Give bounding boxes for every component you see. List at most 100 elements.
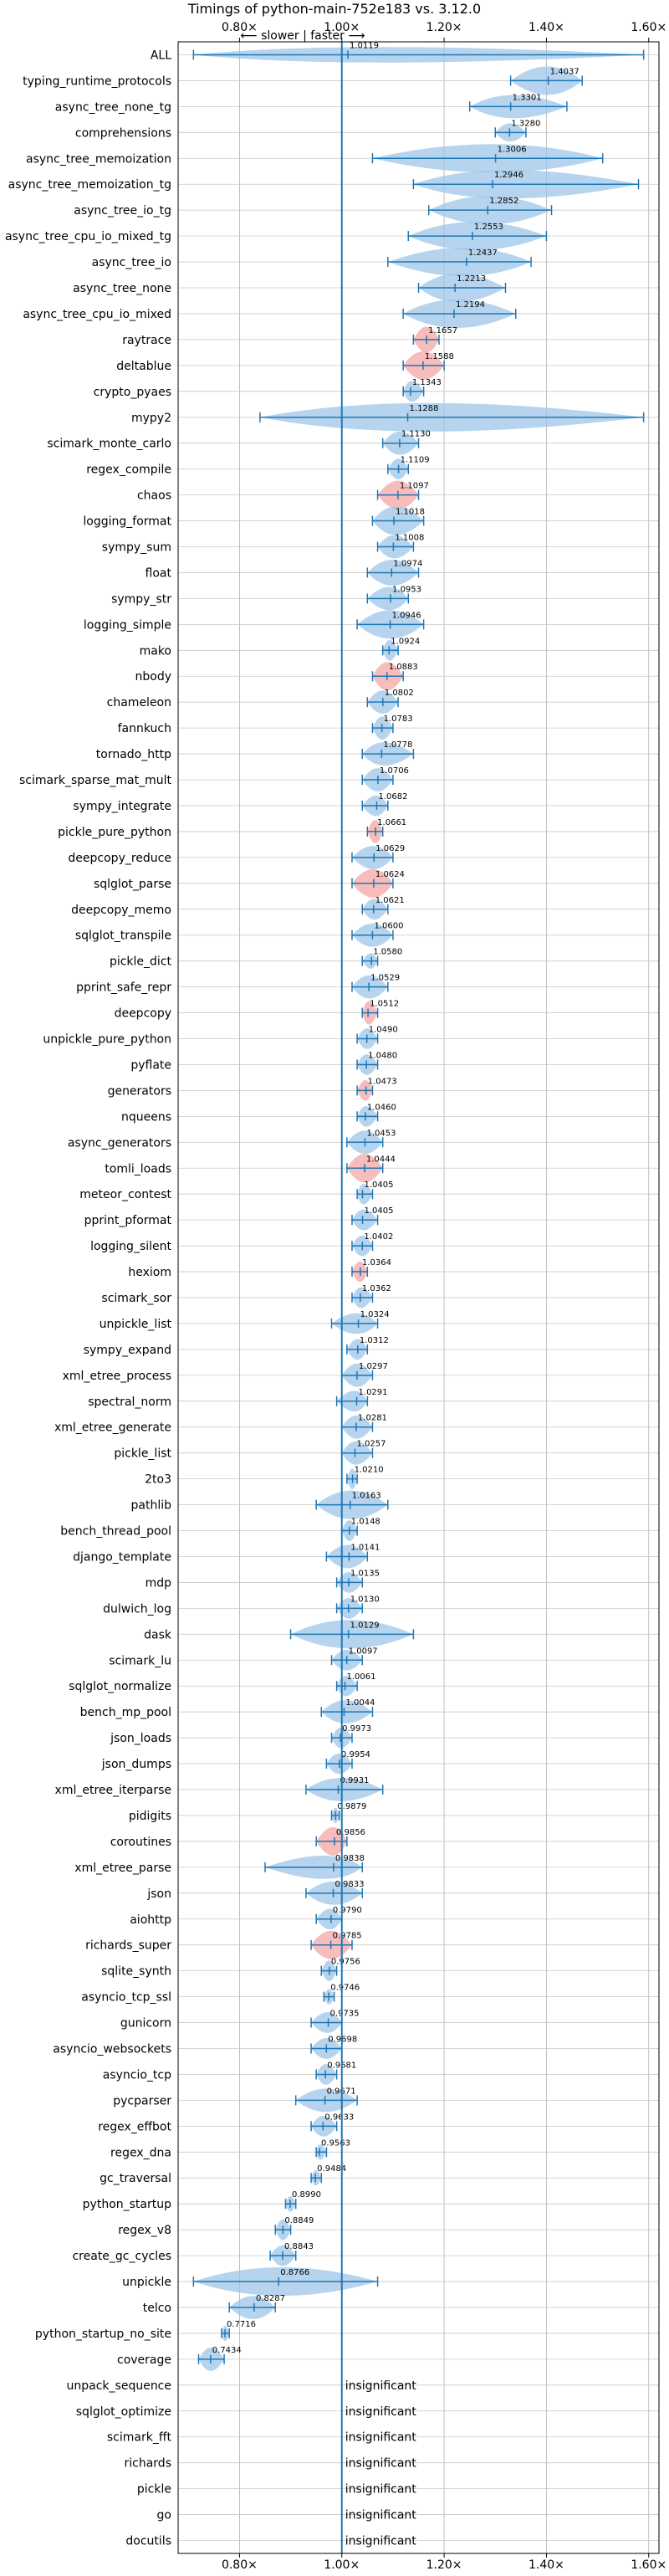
value-label: 1.1109 [401,456,430,465]
row-label: telco [143,2302,171,2315]
row-label: nbody [135,670,172,684]
value-label: 1.4037 [550,67,580,76]
row-label: sqlglot_transpile [75,930,171,943]
value-label: 1.0061 [346,1672,375,1682]
value-label: 1.2213 [457,274,486,284]
value-label: 1.0210 [355,1466,384,1475]
row-label: mypy2 [131,412,171,425]
value-label: 1.0783 [384,714,413,724]
value-label: 1.0490 [369,1026,398,1035]
value-label: 1.0297 [359,1362,388,1371]
row-label: pickle_dict [110,955,172,969]
value-label: 1.0129 [350,1621,380,1630]
row-label: crypto_pyaes [94,386,171,399]
row-label: richards [125,2457,172,2471]
value-label: 0.9931 [340,1776,370,1785]
x-tick-label-bottom: 1.20× [426,2558,462,2572]
value-label: 0.9633 [324,2113,354,2122]
value-label: 0.8287 [256,2294,285,2303]
row-label: float [146,566,172,580]
value-label: 1.3006 [498,145,527,154]
value-label: 0.9735 [330,2010,360,2019]
x-tick-label-bottom: 0.80× [222,2558,258,2572]
row-label: xml_etree_parse [74,1862,171,1875]
row-label: mdp [146,1576,172,1590]
row-label: scimark_lu [109,1654,171,1667]
row-label: nqueens [121,1110,171,1124]
value-label: 1.0661 [377,818,406,827]
value-label: 0.7434 [212,2346,242,2355]
row-label: pprint_pformat [84,1214,172,1227]
row-label: unpickle [122,2276,171,2289]
row-label: pathlib [131,1499,172,1513]
value-label: 1.2194 [456,300,485,310]
value-label: 1.2946 [494,171,523,180]
row-label: sqlglot_optimize [76,2405,171,2419]
value-label: 1.1097 [400,482,429,491]
value-label: 0.9698 [328,2036,357,2045]
value-label: 0.9484 [317,2164,346,2174]
value-label: 0.9879 [337,1802,366,1811]
row-label: unpack_sequence [67,2379,171,2393]
row-label: meteor_contest [79,1188,171,1201]
row-label: sympy_sum [102,540,171,554]
value-label: 0.8990 [292,2190,321,2200]
value-label: 1.1657 [428,326,457,335]
value-label: 1.0362 [362,1284,391,1293]
insignificant-label: insignificant [345,2457,417,2471]
value-label: 1.0682 [378,792,407,801]
value-label: 1.0141 [350,1543,380,1552]
row-label: typing_runtime_protocols [23,74,171,88]
value-label: 1.1008 [395,533,424,542]
value-label: 0.8843 [284,2242,314,2251]
row-label: dask [144,1628,172,1641]
value-label: 1.0473 [368,1077,397,1086]
row-label: pickle [137,2483,171,2497]
direction-label: ⟵ slower | faster ⟶ [241,29,365,43]
row-label: coroutines [110,1836,171,1849]
value-label: 1.0148 [351,1518,380,1527]
value-label: 1.0946 [392,611,421,620]
row-label: python_startup [83,2198,171,2211]
row-label: gunicorn [120,2017,171,2031]
value-label: 1.0974 [393,559,422,568]
value-label: 0.7716 [227,2320,256,2329]
x-tick-label-bottom: 1.60× [631,2558,666,2572]
row-label: docutils [125,2535,171,2548]
value-label: 1.0291 [359,1388,388,1397]
row-label: scimark_sor [101,1292,171,1305]
row-label: dulwich_log [103,1602,171,1616]
insignificant-label: insignificant [345,2535,417,2548]
row-label: async_tree_io_tg [74,204,171,218]
value-label: 1.1130 [401,430,431,439]
value-label: 1.0405 [365,1206,394,1216]
insignificant-label: insignificant [345,2431,417,2445]
value-label: 1.0580 [373,948,402,957]
value-label: 0.9838 [335,1854,365,1863]
value-label: 1.0257 [356,1440,386,1449]
row-label: sqlglot_parse [94,878,171,891]
insignificant-label: insignificant [345,2379,417,2393]
x-tick-label-top: 1.60× [631,21,666,34]
value-label: 0.9756 [331,1958,360,1967]
row-label: chaos [137,489,171,503]
row-label: aiohttp [130,1913,171,1927]
x-tick-label-top: 0.80× [222,21,258,34]
row-label: regex_effbot [98,2120,171,2133]
row-label: json [146,1887,171,1901]
insignificant-label: insignificant [345,2509,417,2522]
value-label: 0.9833 [335,1880,365,1889]
row-label: scimark_monte_carlo [47,438,171,451]
row-label: unpickle_pure_python [43,1033,171,1047]
row-label: raytrace [122,334,171,347]
row-label: richards_super [85,1939,171,1953]
value-label: 1.1343 [412,378,442,387]
x-tick-label-top: 1.20× [426,21,462,34]
row-label: async_tree_memoization [26,152,171,166]
value-label: 1.0512 [370,1000,399,1009]
row-label: json_dumps [101,1758,171,1771]
row-label: logging_silent [90,1240,171,1253]
row-label: pycparser [113,2094,171,2107]
row-label: unpickle_list [100,1318,172,1331]
value-label: 1.0130 [350,1595,380,1604]
